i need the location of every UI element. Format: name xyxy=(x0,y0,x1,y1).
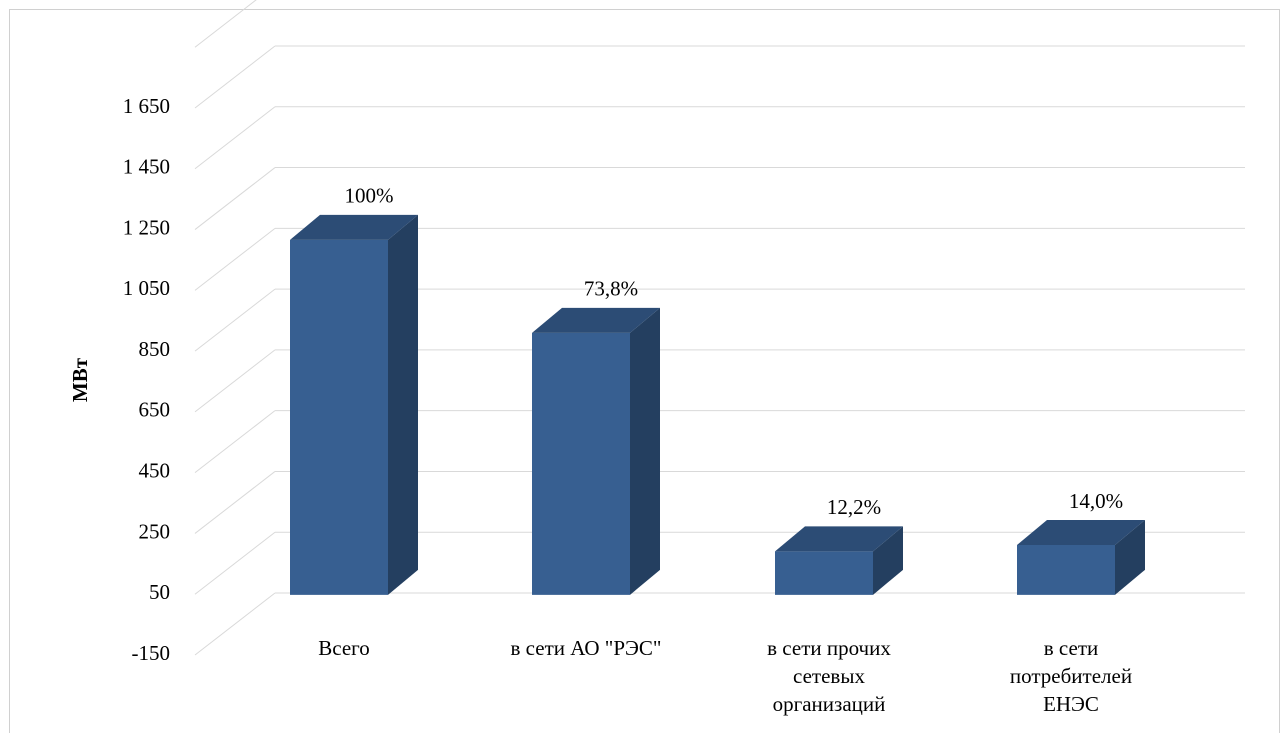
y-axis-label: МВт xyxy=(68,357,92,402)
bar-front xyxy=(775,551,873,595)
grid-line xyxy=(194,531,276,595)
y-tick-label: 50 xyxy=(149,580,170,604)
y-tick-label: 1 050 xyxy=(123,276,170,300)
bar-side xyxy=(1115,519,1145,595)
y-tick-label: 1 250 xyxy=(123,215,170,239)
grid-line xyxy=(194,592,276,656)
grid-line xyxy=(194,0,257,48)
bar-top xyxy=(290,214,418,240)
bar-side xyxy=(388,214,418,595)
data-label: 100% xyxy=(345,184,394,208)
grid-line xyxy=(194,106,276,170)
bar-side xyxy=(873,526,903,595)
grid-line xyxy=(194,167,276,230)
x-tick-label: в сети прочих сетевых организаций xyxy=(767,636,891,716)
y-tick-label: 850 xyxy=(139,337,171,361)
y-tick-label: 1 650 xyxy=(123,94,170,118)
x-tick-label: Всего xyxy=(318,636,370,660)
data-label: 12,2% xyxy=(827,495,881,519)
y-tick-label: 1 450 xyxy=(123,155,170,179)
grid-line xyxy=(194,288,276,352)
bar-side xyxy=(630,307,660,595)
grid-line xyxy=(194,410,276,474)
bar xyxy=(290,214,418,595)
chart-frame xyxy=(9,9,1280,733)
grid-line xyxy=(194,227,276,291)
data-label: 73,8% xyxy=(584,277,638,301)
y-tick-label: -150 xyxy=(132,641,171,665)
data-label: 14,0% xyxy=(1069,489,1123,513)
bar xyxy=(1017,519,1145,595)
bar-top xyxy=(1017,519,1145,545)
bar-front xyxy=(532,332,630,595)
x-tick-label: в сети АО "РЭС" xyxy=(510,636,662,660)
bar-front xyxy=(290,239,388,595)
bar-top xyxy=(532,307,660,333)
y-tick-label: 450 xyxy=(139,458,171,482)
grid-line xyxy=(194,349,276,413)
x-tick-label: в сети потребителей ЕНЭС xyxy=(1009,636,1133,716)
grid-line xyxy=(194,471,276,534)
y-tick-label: 650 xyxy=(139,398,171,422)
bar-top xyxy=(775,526,903,552)
bar-front xyxy=(1017,544,1115,595)
y-tick-label: 250 xyxy=(139,519,171,543)
bar xyxy=(775,526,903,595)
grid-line xyxy=(194,45,276,109)
bar xyxy=(532,307,660,595)
